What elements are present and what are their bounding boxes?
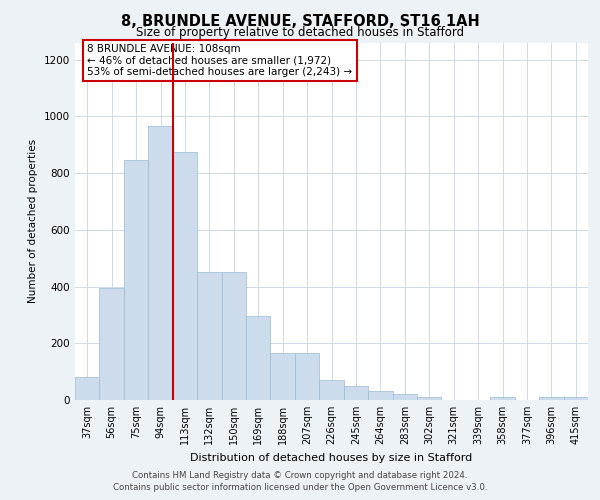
Y-axis label: Number of detached properties: Number of detached properties <box>28 139 38 304</box>
Bar <box>100 288 124 400</box>
Bar <box>295 353 319 400</box>
Bar <box>392 394 417 400</box>
Bar <box>490 397 515 400</box>
Bar <box>319 380 344 400</box>
Text: 8 BRUNDLE AVENUE: 108sqm
← 46% of detached houses are smaller (1,972)
53% of sem: 8 BRUNDLE AVENUE: 108sqm ← 46% of detach… <box>87 44 352 77</box>
Bar <box>417 397 442 400</box>
Bar <box>246 316 271 400</box>
Bar <box>173 152 197 400</box>
Text: Contains HM Land Registry data © Crown copyright and database right 2024.: Contains HM Land Registry data © Crown c… <box>132 470 468 480</box>
Bar <box>271 353 295 400</box>
Bar <box>75 378 100 400</box>
X-axis label: Distribution of detached houses by size in Stafford: Distribution of detached houses by size … <box>190 452 473 462</box>
Bar <box>368 392 392 400</box>
Bar <box>197 272 221 400</box>
Bar <box>344 386 368 400</box>
Bar <box>539 397 563 400</box>
Bar <box>563 397 588 400</box>
Bar <box>221 272 246 400</box>
Text: 8, BRUNDLE AVENUE, STAFFORD, ST16 1AH: 8, BRUNDLE AVENUE, STAFFORD, ST16 1AH <box>121 14 479 29</box>
Bar <box>124 160 148 400</box>
Bar <box>148 126 173 400</box>
Text: Size of property relative to detached houses in Stafford: Size of property relative to detached ho… <box>136 26 464 39</box>
Text: Contains public sector information licensed under the Open Government Licence v3: Contains public sector information licen… <box>113 483 487 492</box>
